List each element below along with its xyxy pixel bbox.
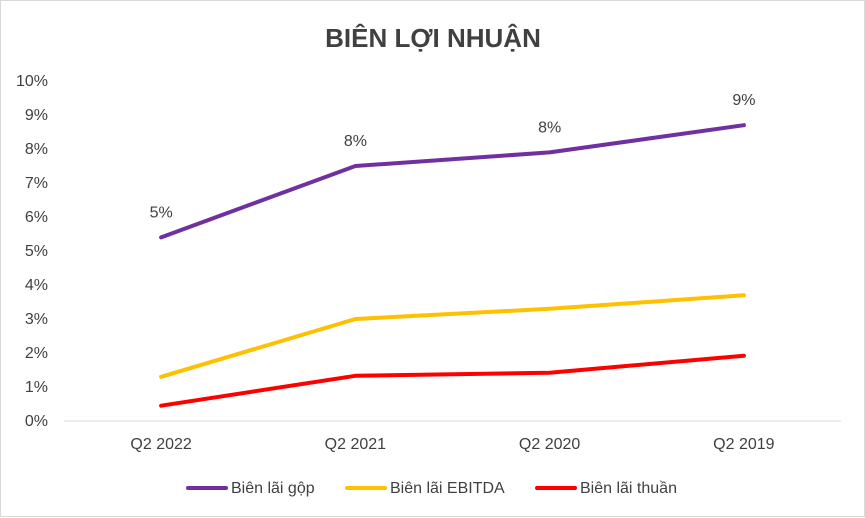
y-tick-label: 10% — [16, 73, 48, 90]
series-line — [159, 293, 746, 379]
y-tick-label: 4% — [25, 277, 48, 294]
y-tick-label: 7% — [25, 175, 48, 192]
y-tick-label: 0% — [25, 413, 48, 430]
x-tick-label: Q2 2021 — [325, 436, 386, 453]
y-tick-label: 6% — [25, 209, 48, 226]
data-label: 8% — [538, 119, 561, 136]
legend-label: Biên lãi thuần — [580, 480, 677, 497]
y-tick-label: 8% — [25, 141, 48, 158]
series-line — [159, 123, 746, 240]
x-tick-label: Q2 2020 — [519, 436, 580, 453]
y-tick-label: 1% — [25, 379, 48, 396]
data-labels: 5% 8% 8% 9% — [150, 92, 756, 221]
legend-label: Biên lãi EBITDA — [390, 480, 505, 497]
y-tick-label: 9% — [25, 107, 48, 124]
data-label: 9% — [732, 92, 755, 109]
legend: Biên lãi gộp Biên lãi EBITDA Biên lãi thuầ… — [186, 480, 677, 497]
y-tick-label: 2% — [25, 345, 48, 362]
y-axis: 0% 1% 2% 3% 4% 5% 6% 7% 8% 9% 10% — [16, 73, 48, 430]
chart-title: BIÊN LỢI NHUẬN — [325, 23, 541, 53]
data-label: 8% — [344, 133, 367, 150]
y-tick-label: 5% — [25, 243, 48, 260]
series-line — [159, 353, 746, 408]
x-axis: Q2 2022 Q2 2021 Q2 2020 Q2 2019 — [130, 436, 774, 453]
x-tick-label: Q2 2022 — [130, 436, 191, 453]
y-tick-label: 3% — [25, 311, 48, 328]
series-group — [159, 123, 746, 408]
legend-label: Biên lãi gộp — [231, 480, 315, 497]
data-label: 5% — [150, 204, 173, 221]
x-tick-label: Q2 2019 — [713, 436, 774, 453]
